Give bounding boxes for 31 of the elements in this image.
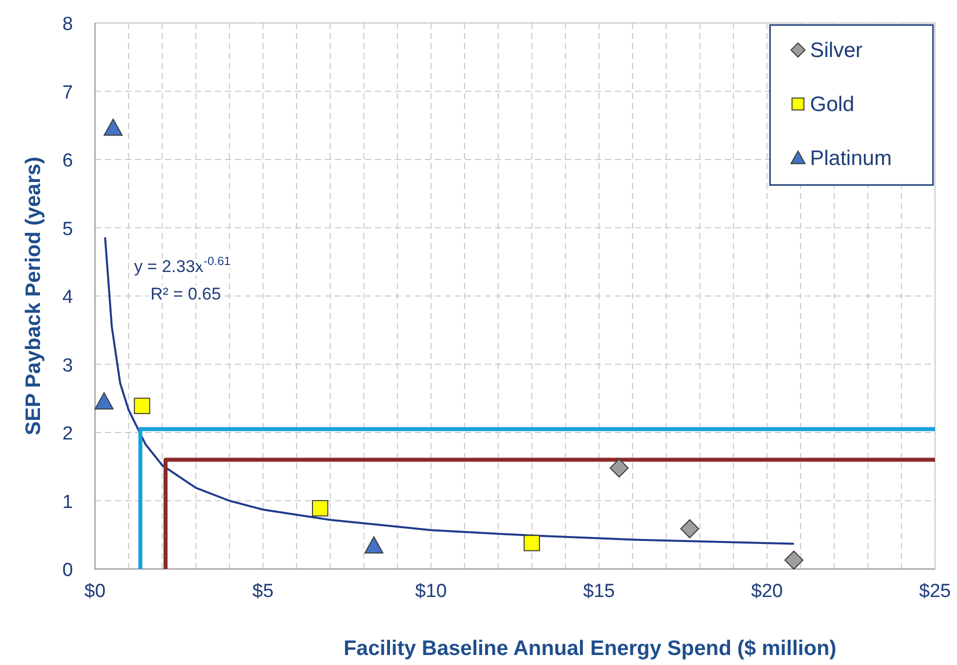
- x-tick-label: $0: [84, 581, 106, 602]
- x-tick-label: $25: [919, 581, 951, 602]
- x-axis-title: Facility Baseline Annual Energy Spend ($ million): [344, 637, 836, 660]
- y-tick-label: 5: [62, 218, 73, 240]
- y-tick-label: 2: [62, 424, 73, 444]
- y-tick-label: 7: [62, 82, 73, 104]
- point: [524, 534, 540, 552]
- legend-label: Gold: [810, 93, 854, 116]
- point: [610, 458, 629, 478]
- y-tick-label: 4: [62, 287, 74, 308]
- y-tick-label: 1: [62, 492, 73, 513]
- y-axis-title: SEP Payback Period (years): [22, 156, 45, 436]
- y-tick-label: 0: [62, 560, 73, 581]
- point: [134, 398, 150, 414]
- x-tick-label: $15: [583, 581, 615, 602]
- point: [312, 500, 328, 516]
- y-tick-label: 8: [62, 14, 73, 35]
- point: [364, 536, 384, 554]
- point: [784, 550, 804, 570]
- point: [680, 519, 700, 538]
- point: [94, 392, 114, 410]
- y-tick-label: 3: [62, 355, 73, 376]
- legend-label: Platinum: [810, 147, 892, 170]
- annotation: R² = 0.65: [150, 284, 221, 304]
- point: [104, 118, 123, 136]
- x-tick-label: $20: [751, 581, 783, 602]
- x-tick-label: $5: [252, 581, 274, 602]
- y-tick-label: 6: [62, 150, 73, 172]
- annotation: y = 2.33x$^{-0.61}$: [134, 254, 232, 276]
- legend-label: Silver: [810, 39, 863, 62]
- x-tick-label: $10: [415, 581, 447, 602]
